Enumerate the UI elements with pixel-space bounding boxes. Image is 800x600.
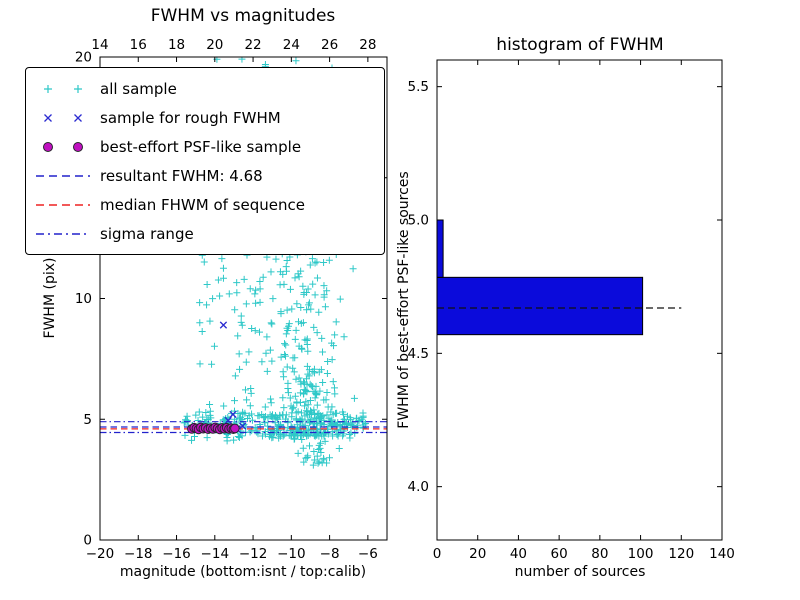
tick-label: 20	[206, 37, 223, 53]
left-xaxis-label: magnitude (bottom:isnt / top:calib)	[119, 564, 367, 580]
tick-label: 5	[83, 412, 92, 428]
tick-label: −8	[320, 546, 340, 562]
tick-label: 140	[709, 546, 735, 562]
psf-sample-point	[230, 423, 240, 434]
histogram-bar	[436, 219, 444, 278]
tick-label: 5.5	[408, 79, 429, 95]
right-axes: 0 20 40 60 80 100 120 140 4.0 4.5 5.0 5.5	[408, 59, 735, 562]
legend-item: best-effort PSF-like sample	[34, 132, 376, 161]
legend-label: sample for rough FWHM	[100, 108, 281, 127]
tick-label: 100	[628, 546, 654, 562]
legend-label: median FHWM of sequence	[100, 195, 305, 214]
legend-item: resultant FWHM: 4.68	[34, 161, 376, 190]
right-axes-frame	[436, 59, 723, 541]
tick-label: −10	[277, 546, 306, 562]
tick-label: −6	[358, 546, 378, 562]
legend-item: all sample	[34, 74, 376, 103]
tick-label: 80	[591, 546, 608, 562]
tick-label: 18	[168, 37, 185, 53]
tick-label: 20	[469, 546, 486, 562]
tick-label: 0	[83, 533, 92, 549]
tick-label: 4.0	[408, 479, 429, 495]
legend-label: resultant FWHM: 4.68	[100, 166, 263, 185]
tick-label: 26	[321, 37, 338, 53]
left-plot-title: FWHM vs magnitudes	[150, 6, 336, 26]
line-style-icon	[36, 232, 90, 235]
tick-label: 5.0	[408, 213, 429, 229]
tick-label: −20	[86, 546, 115, 562]
tick-label: 0	[433, 546, 442, 562]
legend-label: sigma range	[100, 224, 194, 243]
tick-label: 40	[510, 546, 527, 562]
line-style-icon	[36, 174, 90, 177]
right-plot-data	[436, 219, 682, 336]
histogram-bar	[436, 276, 644, 336]
legend-label: best-effort PSF-like sample	[100, 137, 302, 156]
tick-label: 16	[130, 37, 147, 53]
legend-label: all sample	[100, 79, 177, 98]
legend: all sample sample for rough FWHM best-effo…	[25, 67, 385, 255]
right-plot-title: histogram of FWHM	[496, 35, 664, 55]
tick-label: 14	[91, 37, 108, 53]
plus-marker-icon	[44, 84, 82, 93]
tick-label: 20	[75, 50, 92, 66]
circle-marker-icon	[43, 141, 83, 152]
legend-item: median FHWM of sequence	[34, 190, 376, 219]
tick-label: 4.5	[408, 346, 429, 362]
tick-label: 24	[283, 37, 300, 53]
tick-label: 22	[244, 37, 261, 53]
x-marker-icon	[44, 113, 82, 122]
tick-label: −14	[201, 546, 230, 562]
tick-label: 28	[359, 37, 376, 53]
psf-sample-points	[187, 422, 240, 435]
right-yaxis-label: FWHM of best-effort PSF-like sources	[396, 171, 412, 429]
tick-label: −12	[239, 546, 268, 562]
tick-label: 10	[75, 291, 92, 307]
tick-label: −18	[124, 546, 153, 562]
legend-item: sigma range	[34, 219, 376, 248]
legend-item: sample for rough FWHM	[34, 103, 376, 132]
left-plot-data	[100, 57, 387, 469]
tick-label: −16	[162, 546, 191, 562]
tick-label: 60	[551, 546, 568, 562]
right-xaxis-label: number of sources	[514, 564, 646, 580]
left-yaxis-label: FWHM (pix)	[42, 257, 58, 339]
line-style-icon	[36, 203, 90, 206]
tick-label: 120	[668, 546, 694, 562]
